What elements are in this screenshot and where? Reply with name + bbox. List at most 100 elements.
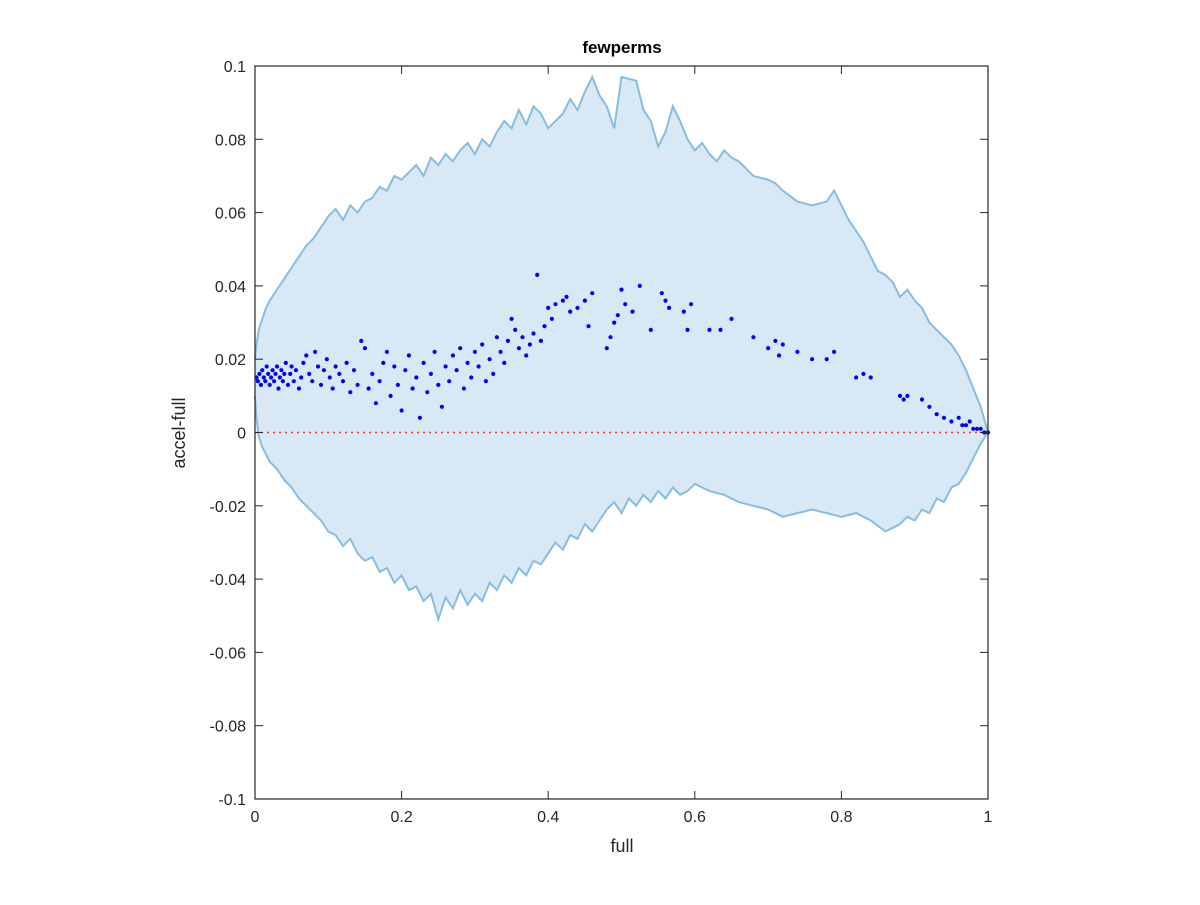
data-point — [266, 371, 271, 376]
data-point — [476, 364, 481, 369]
data-point — [373, 401, 378, 406]
data-point — [270, 368, 275, 373]
data-point — [381, 360, 386, 365]
data-point — [777, 353, 782, 358]
data-point — [608, 335, 613, 340]
data-point — [333, 364, 338, 369]
data-point — [960, 423, 965, 428]
x-tick-label: 0.4 — [537, 809, 559, 826]
data-point — [568, 309, 573, 314]
data-point — [967, 419, 972, 424]
data-point — [487, 357, 492, 362]
y-axis-label: accel-full — [169, 397, 189, 468]
data-point — [465, 360, 470, 365]
data-point — [637, 283, 642, 288]
data-point — [527, 342, 533, 347]
data-point — [494, 335, 499, 340]
data-point — [729, 316, 734, 321]
data-point — [963, 423, 969, 428]
data-point — [318, 382, 324, 387]
y-tick-label: -0.08 — [210, 719, 247, 736]
data-point — [472, 349, 477, 354]
y-tick-label: -0.06 — [210, 645, 247, 662]
data-point — [582, 298, 588, 303]
data-point — [663, 298, 668, 303]
data-point — [439, 404, 444, 409]
data-point — [586, 324, 591, 329]
data-point — [461, 386, 466, 391]
data-point — [288, 371, 293, 376]
x-tick-label: 1 — [984, 809, 993, 826]
data-point — [279, 368, 284, 373]
data-point — [388, 393, 393, 398]
data-point — [590, 291, 595, 296]
data-point — [681, 309, 686, 314]
data-point — [293, 368, 299, 373]
data-point — [469, 375, 474, 380]
data-point — [258, 382, 263, 387]
confidence-band — [254, 74, 989, 623]
y-tick-label: 0.06 — [215, 206, 246, 223]
x-tick-label: 0.2 — [390, 809, 412, 826]
data-point — [261, 375, 266, 380]
x-tick-label: 0.8 — [830, 809, 852, 826]
data-point — [535, 272, 540, 277]
data-point — [330, 386, 335, 391]
data-point — [410, 386, 415, 391]
data-point — [340, 379, 346, 384]
data-point — [531, 331, 536, 336]
data-point — [546, 305, 551, 310]
data-point — [905, 393, 910, 398]
data-point — [659, 291, 664, 296]
data-point — [327, 375, 332, 380]
data-point — [854, 375, 859, 380]
y-tick-label: 0.08 — [215, 132, 246, 149]
scatter-points — [254, 272, 991, 435]
data-point — [604, 346, 609, 351]
data-point — [538, 338, 544, 343]
data-point — [269, 375, 274, 380]
y-tick-label: 0.1 — [224, 59, 246, 76]
data-point — [255, 379, 260, 384]
data-point — [355, 382, 360, 387]
data-point — [974, 426, 980, 431]
data-point — [283, 360, 288, 365]
data-point — [542, 324, 547, 329]
data-point — [795, 349, 800, 354]
data-point — [421, 360, 426, 365]
data-point — [392, 364, 397, 369]
data-point — [630, 309, 635, 314]
data-point — [273, 371, 278, 376]
data-point — [685, 327, 690, 332]
data-point — [277, 375, 282, 380]
data-point — [310, 379, 315, 384]
data-point — [498, 349, 503, 354]
data-point — [897, 393, 903, 398]
axes: 0 0.2 0.4 0.6 0.8 1 -0.1 -0.08 -0.06 -0.04 -0.02 0 0… — [210, 59, 993, 826]
data-point — [436, 382, 441, 387]
data-point — [901, 397, 906, 402]
data-point — [280, 379, 285, 384]
data-point — [773, 338, 778, 343]
data-point — [868, 375, 873, 380]
data-point — [509, 316, 514, 321]
data-point — [766, 346, 771, 351]
data-point — [978, 426, 983, 431]
data-point — [351, 368, 357, 373]
data-point — [257, 371, 262, 376]
data-point — [403, 368, 408, 373]
data-point — [414, 375, 419, 380]
data-point — [520, 335, 525, 340]
data-point — [648, 327, 653, 332]
data-point — [458, 346, 463, 351]
y-tick-label: 0.04 — [215, 279, 246, 296]
data-point — [399, 408, 404, 413]
data-point — [282, 371, 287, 376]
y-tick-label: 0.02 — [215, 352, 246, 369]
data-point — [362, 346, 367, 351]
data-point — [366, 386, 371, 391]
data-point — [428, 371, 433, 376]
data-point — [971, 426, 976, 431]
